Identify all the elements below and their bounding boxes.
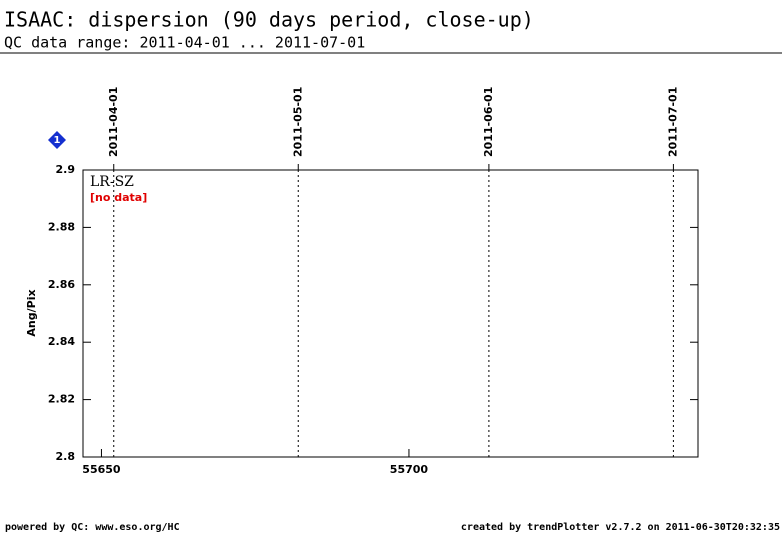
- badge: 1: [48, 131, 66, 149]
- y-axis-label: Ang/Pix: [25, 289, 38, 336]
- chart-title: ISAAC: dispersion (90 days period, close…: [4, 8, 534, 32]
- date-label: 2011-07-01: [666, 87, 679, 157]
- y-tick-label: 2.84: [48, 335, 75, 348]
- y-tick-label: 2.88: [48, 220, 75, 233]
- date-label: 2011-06-01: [482, 87, 495, 157]
- y-tick-label: 2.8: [56, 450, 76, 463]
- date-label: 2011-04-01: [107, 87, 120, 157]
- x-tick-label: 55650: [82, 463, 121, 476]
- plot-frame: [82, 169, 699, 458]
- y-tick-label: 2.9: [56, 163, 76, 176]
- y-tick-label: 2.82: [48, 393, 75, 406]
- footer-right: created by trendPlotter v2.7.2 on 2011-0…: [461, 522, 780, 533]
- legend-label: LR-SZ: [90, 174, 134, 190]
- x-tick-label: 55700: [390, 463, 429, 476]
- badge-diamond: [48, 131, 66, 149]
- date-label: 2011-05-01: [291, 87, 304, 157]
- chart-subtitle: QC data range: 2011-04-01 ... 2011-07-01: [4, 34, 365, 52]
- annotation: [no data]: [90, 191, 147, 204]
- footer-left: powered by QC: www.eso.org/HC: [5, 522, 180, 533]
- y-tick-label: 2.86: [48, 278, 75, 291]
- badge-label: 1: [54, 135, 61, 146]
